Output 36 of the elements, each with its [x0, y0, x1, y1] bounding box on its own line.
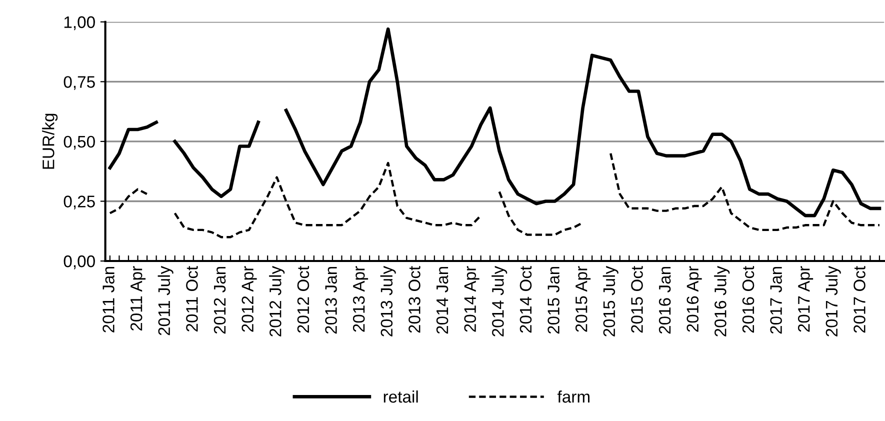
x-tick-label: 2014 Jan — [436, 266, 448, 334]
x-tick-label: 2013 Apr — [352, 266, 368, 332]
x-tick-label: 2015 July — [602, 266, 618, 336]
y-tick-label: 0,00 — [64, 255, 95, 270]
y-tick-label: 0,50 — [64, 136, 95, 150]
x-tick-label: 2014 Apr — [464, 266, 480, 332]
x-tick-label: 2014 Oct — [520, 266, 532, 333]
x-tick-label: 2013 Oct — [408, 266, 420, 333]
x-tick-label: 2012 Oct — [297, 266, 310, 333]
x-tick-label: 2017 Oct — [854, 266, 866, 333]
x-tick-label: 2011 Oct — [186, 266, 198, 332]
x-tick-label: 2017 Apr — [798, 266, 814, 332]
x-tick-label: 2011 Apr — [130, 266, 146, 331]
x-tick-label: 2015 Apr — [575, 266, 591, 332]
x-tick-label: 2012 July — [269, 266, 285, 336]
x-tick-label: 2012 Apr — [242, 266, 257, 332]
x-tick-label: 2011 Jan — [102, 266, 114, 332]
x-tick-label: 2016 Oct — [742, 266, 754, 333]
x-tick-label: 2016 Jan — [658, 266, 671, 334]
x-tick-label: 2017 July — [825, 266, 841, 336]
x-tick-label: 2013 Jan — [325, 266, 337, 334]
y-tick-label: 1,00 — [64, 16, 95, 30]
x-tick-label: 2015 Jan — [548, 266, 560, 334]
x-tick-label: 2015 Oct — [631, 266, 643, 333]
legend-label: farm — [557, 390, 590, 403]
x-tick-label: 2013 July — [380, 266, 396, 336]
x-tick-label: 2012 Jan — [214, 266, 226, 334]
x-tick-label: 2014 July — [492, 266, 508, 336]
y-tick-label: 0,75 — [64, 76, 95, 90]
y-tick-label: 0,25 — [64, 196, 95, 210]
legend-label: retail — [384, 390, 418, 403]
x-tick-label: 2016 July — [714, 266, 730, 336]
x-tick-label: 2011 July — [158, 266, 174, 336]
x-tick-label: 2017 Jan — [770, 266, 782, 334]
x-tick-label: 2016 Apr — [686, 266, 702, 332]
y-axis-title: EUR/kg — [42, 114, 58, 169]
